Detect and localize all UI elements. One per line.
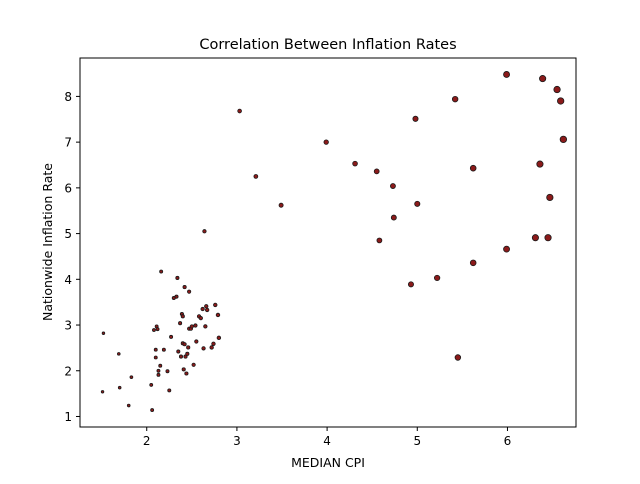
data-point (174, 294, 179, 299)
data-point (184, 371, 189, 376)
data-point (155, 327, 160, 332)
data-point (161, 347, 166, 352)
data-point (181, 367, 186, 372)
data-point (153, 355, 158, 360)
data-point (237, 108, 242, 114)
data-point (211, 341, 216, 346)
data-point (149, 383, 154, 387)
data-point (373, 168, 380, 175)
y-tick-label: 8 (64, 90, 72, 104)
data-point (203, 324, 208, 329)
data-point (213, 302, 218, 308)
data-point (117, 385, 122, 390)
x-tick-label: 4 (323, 434, 331, 448)
data-point (451, 95, 459, 103)
data-point (323, 139, 329, 145)
data-point (156, 368, 161, 373)
data-point (352, 160, 358, 167)
data-point (156, 372, 161, 377)
data-point (531, 234, 539, 242)
data-point (186, 345, 191, 350)
data-point (553, 85, 561, 94)
data-point (167, 388, 172, 393)
data-point (198, 316, 203, 321)
data-point (469, 259, 477, 267)
data-point (544, 234, 552, 242)
y-tick-label: 7 (64, 136, 72, 150)
y-tick-label: 3 (64, 319, 72, 333)
y-tick-label: 5 (64, 227, 72, 241)
data-point (152, 328, 156, 332)
data-point (153, 347, 158, 352)
data-point (503, 71, 510, 78)
x-tick-label: 5 (413, 434, 421, 448)
data-point (539, 75, 547, 83)
data-point (194, 339, 199, 344)
plot-area-frame (79, 57, 577, 428)
y-axis-ticks: 1 2 3 4 5 6 7 8 (64, 90, 80, 424)
data-point (200, 306, 205, 312)
data-point (178, 321, 183, 326)
data-point (100, 390, 105, 394)
data-point (469, 164, 477, 172)
data-point (390, 214, 397, 221)
data-point (189, 324, 194, 329)
x-axis-ticks: 2 3 4 5 6 (143, 427, 511, 448)
data-point (180, 314, 185, 319)
x-axis-label: MEDIAN CPI (291, 455, 365, 470)
data-point (178, 354, 184, 359)
data-point (129, 375, 134, 379)
data-point (202, 229, 207, 234)
data-point (176, 349, 181, 354)
data-point (191, 362, 196, 367)
data-point (175, 275, 180, 280)
x-tick-label: 6 (504, 434, 512, 448)
data-point (559, 135, 568, 144)
y-tick-label: 1 (64, 410, 72, 424)
data-point (101, 331, 106, 335)
chart-title: Correlation Between Inflation Rates (199, 37, 456, 53)
data-point (185, 351, 190, 356)
data-point (216, 335, 222, 341)
data-point (204, 304, 209, 309)
data-point (150, 408, 155, 412)
data-point (126, 403, 131, 408)
data-point (503, 245, 510, 253)
data-point (412, 115, 419, 122)
data-point (546, 193, 554, 202)
data-point (278, 202, 284, 208)
data-point (536, 160, 544, 168)
y-tick-label: 2 (64, 364, 72, 378)
data-point (158, 363, 163, 368)
x-tick-label: 3 (233, 434, 241, 448)
data-point (557, 97, 565, 105)
data-points (100, 71, 568, 412)
data-point (117, 352, 121, 356)
data-point (193, 323, 198, 328)
data-point (205, 307, 210, 313)
data-point (182, 285, 187, 290)
data-point (187, 289, 192, 294)
data-point (215, 312, 221, 318)
data-point (407, 281, 414, 288)
data-point (434, 274, 441, 282)
data-point (201, 346, 206, 351)
data-point (414, 200, 421, 207)
data-point (389, 183, 396, 189)
data-point (253, 174, 259, 179)
data-point (376, 237, 383, 244)
y-axis-label: Nationwide Inflation Rate (40, 163, 55, 321)
data-point (209, 345, 214, 350)
y-tick-label: 6 (64, 181, 72, 195)
x-tick-label: 2 (143, 434, 151, 448)
data-point (183, 354, 188, 359)
data-point (159, 269, 164, 274)
data-point (169, 334, 174, 339)
data-point (182, 342, 187, 347)
data-point (165, 369, 170, 374)
y-tick-label: 4 (64, 273, 72, 287)
data-point (454, 354, 462, 361)
